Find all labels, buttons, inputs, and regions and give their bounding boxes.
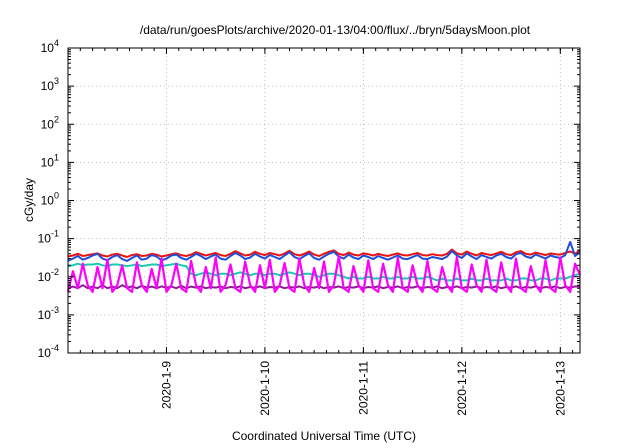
plot-area (66, 240, 582, 293)
series-line-4 (67, 284, 581, 290)
y-tick-label: 104 (41, 38, 59, 55)
grid (68, 48, 580, 353)
x-tick-label: 2020-1-10 (258, 361, 272, 416)
series-line-3 (67, 262, 581, 282)
y-tick-label: 100 (41, 191, 59, 208)
y-axis: 10-4 10-3 10-2 10-1 100 101 102 103 104 (38, 38, 580, 360)
y-tick-label: 10-4 (38, 343, 59, 360)
x-axis-label: Coordinated Universal Time (UTC) (232, 429, 416, 443)
y-tick-label: 102 (41, 114, 59, 131)
y-tick-label: 10-2 (38, 267, 59, 284)
x-tick-label: 2020-1-11 (356, 361, 370, 415)
x-tick-label: 2020-1-12 (455, 361, 469, 416)
x-tick-label: 2020-1-9 (159, 361, 173, 409)
series-line-1 (67, 248, 581, 258)
y-tick-label: 101 (41, 152, 59, 169)
y-tick-label: 103 (41, 76, 59, 93)
x-axis: 2020-1-9 2020-1-10 2020-1-11 2020-1-12 2020-… (67, 48, 574, 416)
chart-title: /data/run/goesPlots/archive/2020-01-13/0… (140, 23, 531, 37)
y-axis-label: cGy/day (22, 178, 36, 222)
y-tick-label: 10-3 (38, 305, 59, 322)
x-tick-label: 2020-1-13 (553, 361, 567, 416)
series-line-5 (66, 254, 582, 293)
series-line-2 (67, 240, 581, 262)
y-tick-label: 10-1 (38, 229, 59, 246)
